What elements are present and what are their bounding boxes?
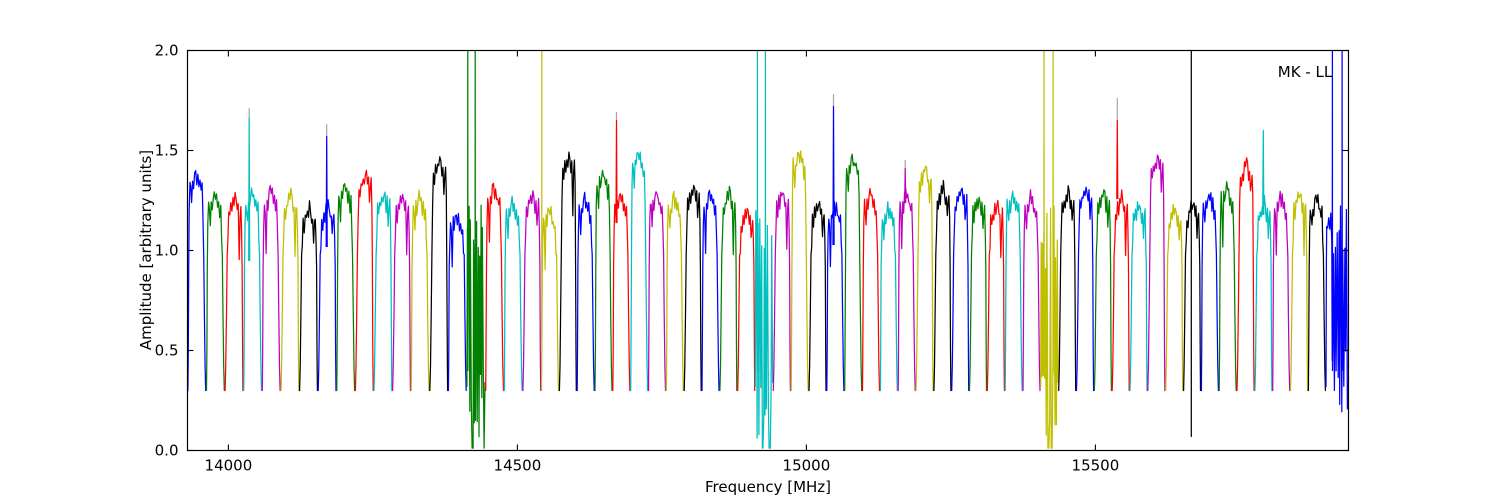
band-curve-19 (522, 190, 542, 392)
band-curve-62 (1289, 191, 1309, 392)
band-curve-31 (737, 207, 756, 392)
band-curve-21 (558, 151, 577, 392)
y-tick-label: 1.5 (155, 142, 179, 160)
band-curve-4 (243, 187, 263, 392)
band-curve-43 (951, 187, 970, 392)
band-curve-27 (665, 190, 685, 392)
band-curve-7 (298, 200, 319, 392)
rfi-spike (1262, 129, 1265, 216)
band-curve-16 (466, 50, 486, 449)
band-curve-55 (1165, 203, 1184, 392)
band-curve-33 (772, 191, 792, 392)
rfi-spike (1116, 119, 1119, 200)
y-tick-label: 1.0 (155, 242, 179, 260)
y-tick-label: 0.0 (155, 442, 179, 460)
band-curve-20 (540, 205, 560, 392)
band-curve-47 (1022, 189, 1041, 392)
band-curve-11 (373, 191, 393, 392)
band-curve-41 (915, 165, 934, 392)
band-curve-61 (1272, 190, 1291, 392)
band-curve-50 (1075, 186, 1095, 392)
band-curve-15 (447, 212, 467, 392)
band-curve-18 (503, 195, 523, 392)
x-tick-label: 14000 (205, 457, 253, 475)
band-curve-53 (1129, 201, 1148, 392)
band-curve-12 (391, 193, 412, 392)
band-curve-14 (429, 156, 449, 392)
rfi-spike (615, 119, 618, 224)
band-curve-46 (1004, 190, 1023, 392)
band-curve-60 (1254, 194, 1273, 392)
band-curve-54 (1147, 154, 1166, 392)
band-curve-42 (933, 179, 952, 392)
station-pol-annotation: MK - LL (1278, 63, 1333, 81)
band-curve-25 (630, 151, 649, 392)
band-curve-59 (1236, 157, 1255, 392)
band-curve-48 (1040, 50, 1059, 449)
rfi-artifacts (248, 49, 1265, 438)
y-axis-label: Amplitude [arbitrary units] (137, 150, 155, 350)
band-curve-3 (224, 191, 244, 392)
band-curve-5 (261, 184, 281, 392)
band-curve-22 (576, 191, 595, 392)
band-curve-23 (594, 169, 613, 392)
band-curve-39 (879, 201, 898, 392)
band-curve-51 (1093, 189, 1113, 392)
band-curve-6 (280, 187, 300, 392)
band-curve-64 (1325, 50, 1349, 413)
rfi-spike (904, 167, 907, 204)
band-curve-13 (410, 189, 430, 392)
rfi-spike (325, 135, 328, 248)
band-curve-56 (1182, 200, 1202, 392)
band-curve-45 (986, 199, 1006, 392)
band-curve-28 (683, 184, 702, 392)
band-curve-40 (897, 187, 916, 392)
band-curve-63 (1307, 193, 1327, 392)
bandpass-curves (187, 50, 1349, 449)
x-tick-label: 14500 (494, 457, 542, 475)
band-curve-9 (336, 183, 356, 392)
band-curve-10 (354, 169, 374, 392)
band-curve-49 (1058, 185, 1077, 392)
axis-tick-labels: 14000 14500 15000 15500 0.0 0.5 1.0 1.5 2.0 (155, 42, 1120, 475)
y-tick-label: 2.0 (155, 42, 179, 60)
band-curve-32 (754, 50, 774, 449)
band-curve-44 (968, 196, 988, 392)
band-curve-1 (187, 170, 207, 392)
band-curve-34 (790, 150, 809, 392)
band-curve-37 (844, 153, 863, 392)
band-curve-35 (808, 200, 827, 392)
band-curve-57 (1200, 192, 1220, 392)
x-tick-label: 15500 (1072, 457, 1120, 475)
band-curve-29 (701, 189, 720, 392)
band-curve-30 (719, 185, 738, 392)
y-tick-label: 0.5 (155, 342, 179, 360)
x-tick-label: 15000 (783, 457, 831, 475)
axis-ticks (187, 49, 1349, 452)
rfi-spike (832, 105, 835, 246)
band-curve-52 (1111, 189, 1130, 392)
band-curve-38 (861, 187, 881, 392)
band-curve-2 (205, 191, 225, 392)
band-curve-36 (826, 200, 845, 392)
band-curve-58 (1218, 181, 1237, 392)
band-curve-24 (612, 192, 631, 392)
rfi-spike (248, 117, 251, 262)
band-curve-17 (485, 182, 505, 392)
x-axis-label: Frequency [MHz] (705, 478, 831, 496)
band-curve-26 (647, 191, 667, 392)
